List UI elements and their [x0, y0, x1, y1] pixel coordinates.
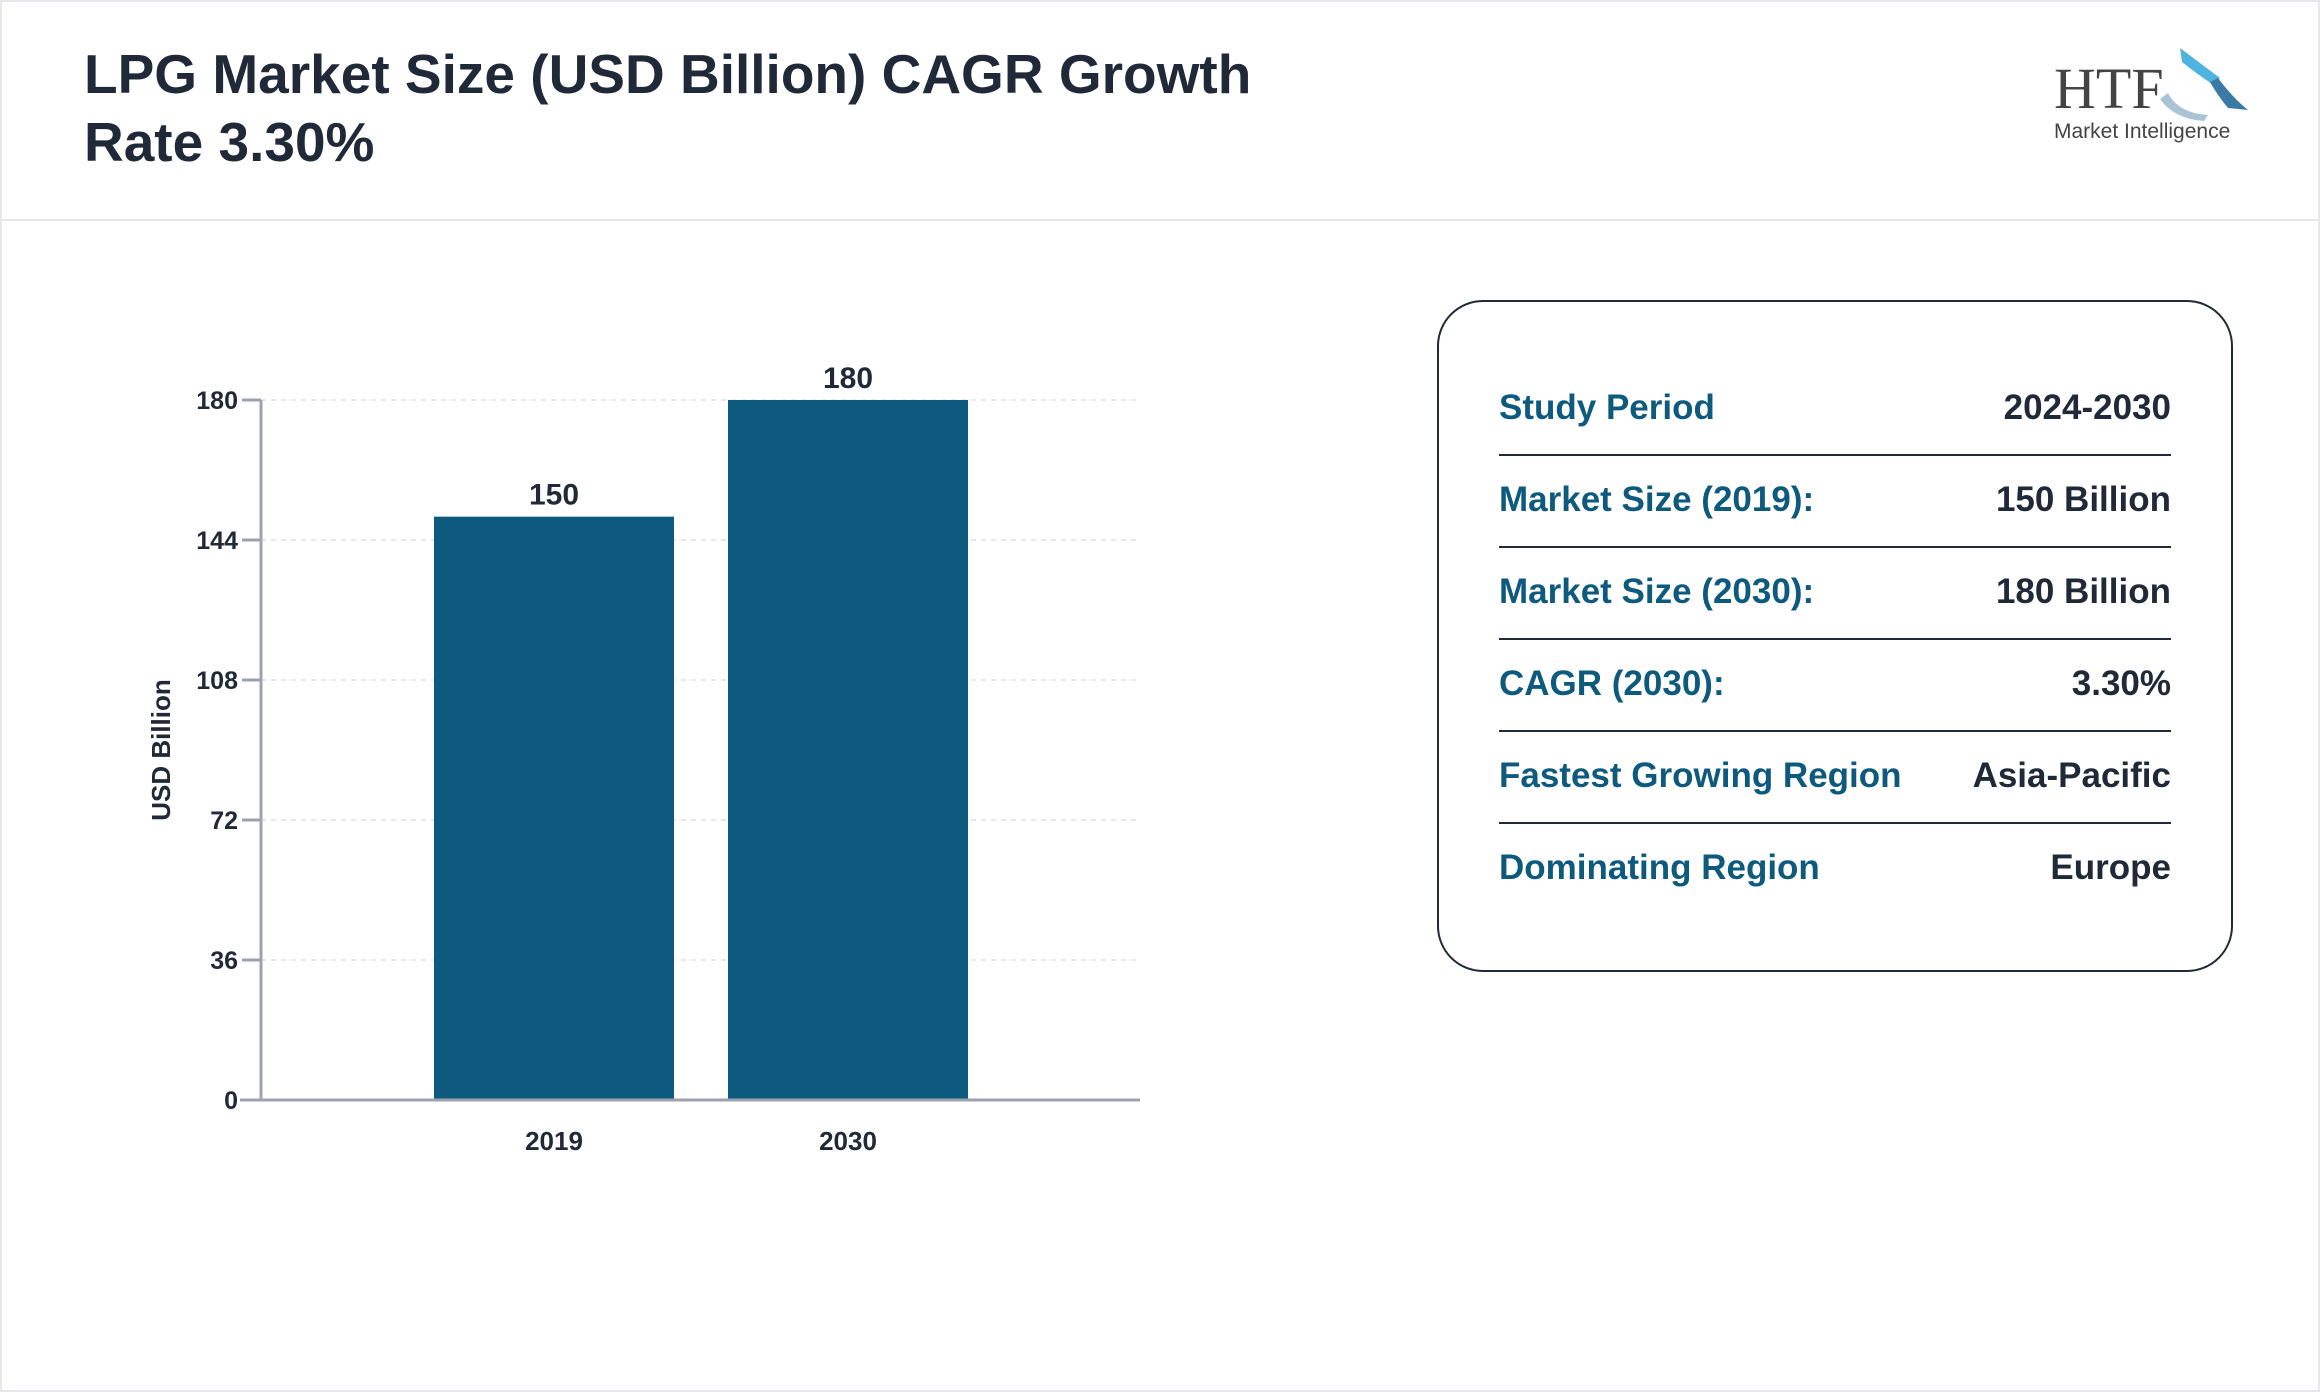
logo-figure-icon: [2160, 93, 2208, 121]
row-label: Dominating Region: [1499, 848, 1820, 887]
logo-figure-icon: [2210, 78, 2248, 110]
row-value: Europe: [2050, 848, 2171, 887]
y-tick-label: 144: [196, 527, 238, 555]
y-tick-label: 36: [210, 947, 238, 975]
bar-2019: [434, 516, 674, 1100]
row-label: Market Size (2019):: [1499, 480, 1815, 519]
summary-row-dominating-region: Dominating Region Europe: [1499, 822, 2171, 914]
header: LPG Market Size (USD Billion) CAGR Growt…: [0, 0, 2320, 221]
y-tick-label: 108: [196, 667, 238, 695]
x-tick-label: 2030: [819, 1126, 877, 1156]
row-value: 2024-2030: [2003, 388, 2171, 427]
grid-lines: [261, 399, 1140, 961]
x-tick-label: 2019: [525, 1126, 583, 1156]
logo-subtext: Market Intelligence: [2054, 120, 2230, 143]
page-title: LPG Market Size (USD Billion) CAGR Growt…: [84, 43, 1252, 173]
y-tick-label: 0: [224, 1087, 238, 1115]
row-label: Fastest Growing Region: [1499, 756, 1902, 795]
bar-chart: 150 180 0 36 72 108 144 180 2019 2030 USD Billi…: [146, 362, 1140, 1156]
bar-2030: [728, 400, 968, 1100]
summary-row-study-period: Study Period 2024-2030: [1499, 362, 2171, 456]
y-tick-label: 72: [210, 807, 238, 835]
y-tick-label: 180: [196, 387, 238, 415]
summary-row-market-size-2030: Market Size (2030): 180 Billion: [1499, 546, 2171, 640]
summary-row-cagr: CAGR (2030): 3.30%: [1499, 638, 2171, 732]
summary-row-market-size-2019: Market Size (2019): 150 Billion: [1499, 454, 2171, 548]
logo-text: HTF: [2054, 56, 2164, 121]
logo-figure-icon: [2180, 48, 2220, 84]
htf-logo: HTF Market Intelligence: [2054, 48, 2248, 143]
data-label: 150: [529, 479, 579, 512]
row-label: CAGR (2030):: [1499, 664, 1725, 703]
summary-card: Study Period 2024-2030 Market Size (2019…: [1437, 300, 2233, 972]
data-label: 180: [823, 362, 873, 395]
summary-row-fastest-region: Fastest Growing Region Asia-Pacific: [1499, 730, 2171, 824]
row-value: Asia-Pacific: [1972, 756, 2171, 795]
row-label: Study Period: [1499, 388, 1715, 427]
x-tick-labels: 2019 2030: [525, 1126, 877, 1156]
row-value: 150 Billion: [1995, 480, 2171, 519]
y-ticks: 0 36 72 108 144 180: [196, 387, 261, 1115]
bars: 150 180: [434, 362, 968, 1100]
row-value: 180 Billion: [1995, 572, 2171, 611]
row-value: 3.30%: [2071, 664, 2171, 703]
row-label: Market Size (2030):: [1499, 572, 1815, 611]
y-axis-label: USD Billion: [146, 679, 176, 821]
